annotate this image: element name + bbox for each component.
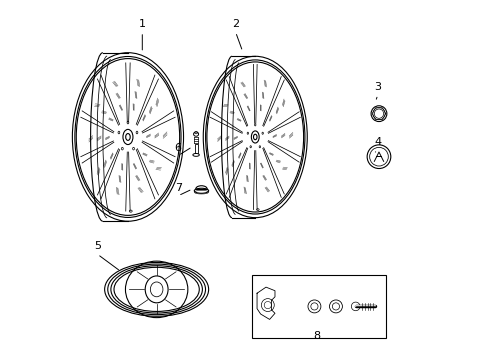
Text: 6: 6 — [174, 143, 181, 153]
Text: 4: 4 — [374, 138, 381, 147]
Text: 5: 5 — [94, 241, 101, 251]
Text: 3: 3 — [374, 82, 381, 92]
Bar — [251, 275, 386, 338]
Text: 8: 8 — [313, 331, 320, 341]
Text: 7: 7 — [174, 183, 182, 193]
Text: 1: 1 — [139, 19, 145, 29]
Text: 2: 2 — [231, 19, 239, 29]
